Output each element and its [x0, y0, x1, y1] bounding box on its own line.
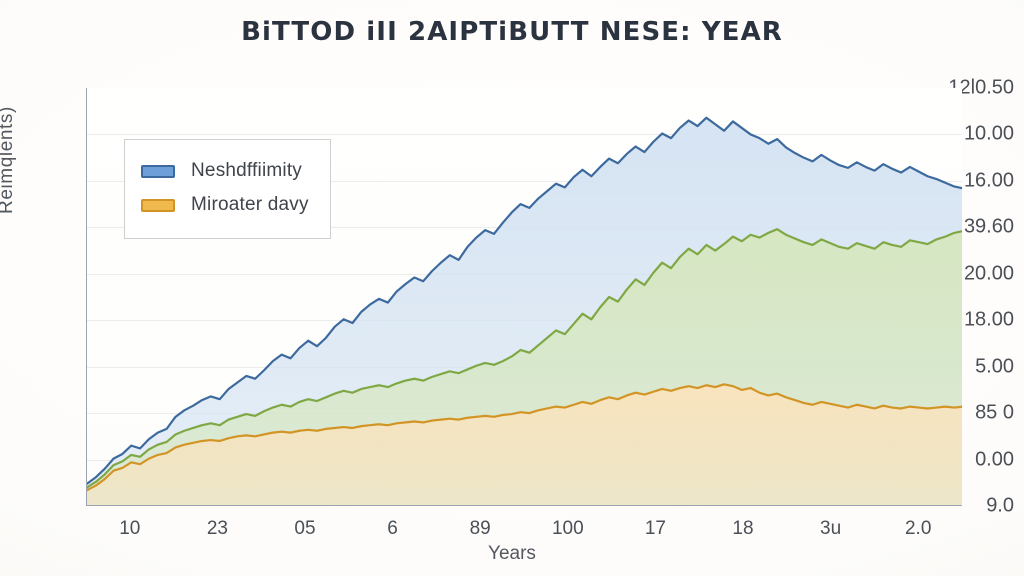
- legend-label: Miroater davy: [191, 194, 309, 215]
- x-axis-title: Years: [488, 543, 536, 564]
- legend-label: Neshdffiimity: [191, 160, 303, 181]
- y-axis-title: Reimqlents): [0, 106, 17, 214]
- series-line: [87, 116, 962, 485]
- series-line: [87, 228, 962, 489]
- legend-item[interactable]: Miroater davy: [141, 188, 314, 222]
- legend-item[interactable]: Neshdffiimity: [141, 154, 314, 188]
- chart-title: BiTTOD iII 2AIPTiBUTT NESE: YEAR: [241, 17, 783, 47]
- chart-legend: Neshdffiimity Miroater davy: [124, 139, 331, 239]
- series-area: [87, 384, 962, 505]
- legend-color-swatch: [141, 198, 175, 212]
- series-layer: [87, 116, 962, 505]
- series-line: [87, 383, 962, 492]
- legend-color-swatch: [141, 164, 175, 178]
